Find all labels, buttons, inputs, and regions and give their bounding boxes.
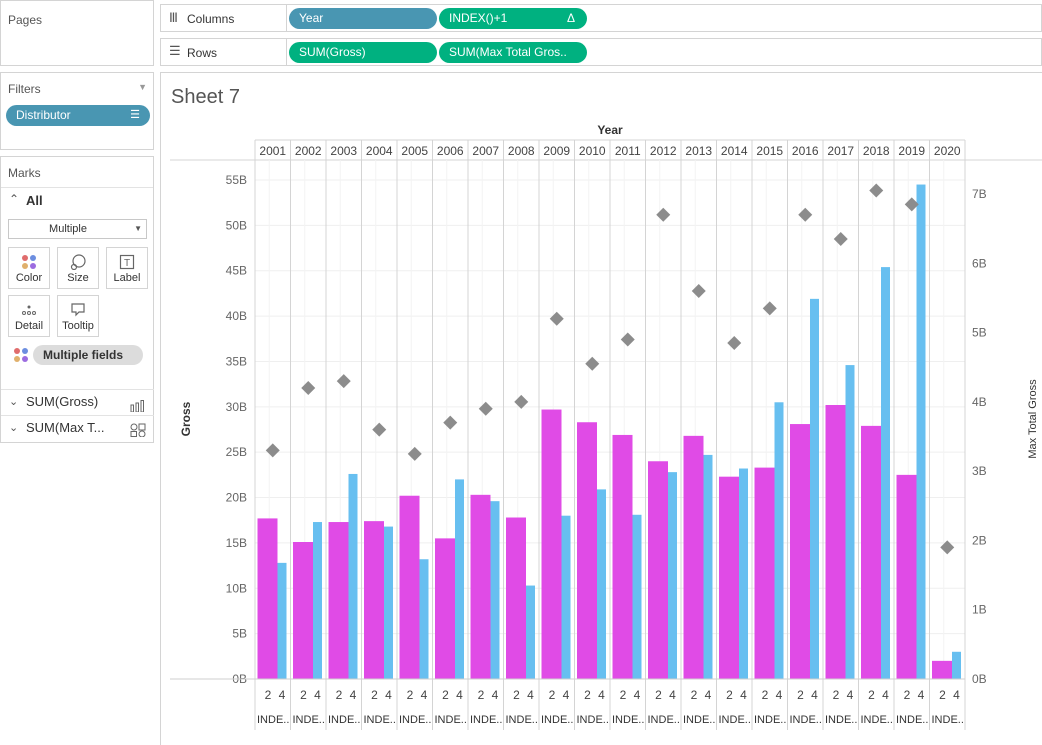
marks-panel: Marks ⌃ All Multiple ▼ Color Size T Labe…	[0, 156, 154, 443]
multiple-fields-color-icon	[13, 347, 29, 368]
expand-caret-icon: ⌄	[9, 396, 19, 408]
multiple-fields-label: Multiple fields	[43, 348, 124, 362]
tooltip-icon	[58, 300, 98, 320]
color-button-label: Color	[15, 272, 43, 284]
sum-gross-marks-label: SUM(Gross)	[26, 394, 99, 409]
detail-button-label: Detail	[14, 320, 44, 332]
expand-caret-icon-2: ⌄	[9, 422, 19, 434]
sum-gross-pill-label: SUM(Gross)	[299, 45, 366, 59]
delta-icon: Δ	[566, 11, 575, 25]
sum-gross-marks-card[interactable]: ⌄ SUM(Gross)	[1, 389, 154, 413]
columns-shelf[interactable]: Ⅲ Columns Year INDEX()+1 Δ	[160, 4, 1042, 32]
index-pill[interactable]: INDEX()+1 Δ	[439, 8, 587, 29]
sum-max-marks-card[interactable]: ⌄ SUM(Max T...	[1, 415, 154, 439]
svg-text:T: T	[124, 258, 130, 269]
chevron-down-icon: ▼	[134, 224, 142, 233]
pages-title: Pages	[8, 13, 43, 27]
color-button[interactable]: Color	[8, 247, 50, 289]
filter-sort-icon: ☰	[130, 109, 140, 121]
sheet-title: Sheet 7	[171, 86, 240, 108]
pages-panel: Pages	[0, 0, 154, 66]
collapse-caret-icon: ⌃	[9, 192, 20, 206]
distributor-filter-pill[interactable]: Distributor ☰	[6, 105, 150, 126]
size-icon	[58, 252, 98, 272]
size-button[interactable]: Size	[57, 247, 99, 289]
label-button[interactable]: T Label	[106, 247, 148, 289]
year-pill[interactable]: Year	[289, 8, 437, 29]
sum-max-gross-pill-label: SUM(Max Total Gros..	[449, 45, 567, 59]
year-pill-label: Year	[299, 11, 324, 25]
shapes-icon	[130, 421, 146, 445]
columns-label: Columns	[187, 12, 235, 26]
filters-panel: Filters ▼ Distributor ☰	[0, 72, 154, 150]
detail-icon	[9, 300, 49, 320]
marks-all-row[interactable]: ⌃ All	[1, 187, 153, 214]
marks-all-label: All	[26, 193, 43, 208]
tooltip-button[interactable]: Tooltip	[57, 295, 99, 337]
rows-icon: ☰	[169, 43, 181, 58]
size-button-label: Size	[67, 272, 89, 284]
sum-max-marks-label: SUM(Max T...	[26, 420, 105, 435]
multiple-fields-pill[interactable]: Multiple fields	[33, 345, 143, 365]
label-icon: T	[107, 252, 147, 272]
columns-icon: Ⅲ	[169, 10, 178, 25]
bar-chart-icon	[130, 396, 146, 420]
detail-button[interactable]: Detail	[8, 295, 50, 337]
rows-shelf[interactable]: ☰ Rows SUM(Gross) SUM(Max Total Gros..	[160, 38, 1042, 66]
tooltip-button-label: Tooltip	[62, 320, 94, 332]
distributor-filter-label: Distributor	[16, 108, 71, 122]
mark-type-value: Multiple	[49, 223, 87, 235]
color-dots-icon	[9, 252, 49, 272]
mark-type-select[interactable]: Multiple ▼	[8, 219, 147, 239]
marks-title: Marks	[8, 166, 41, 180]
rows-label: Rows	[187, 46, 218, 60]
index-pill-label: INDEX()+1	[449, 11, 508, 25]
filters-dropdown-icon[interactable]: ▼	[138, 82, 147, 92]
sum-gross-pill[interactable]: SUM(Gross)	[289, 42, 437, 63]
filters-title: Filters	[8, 82, 41, 96]
sum-max-gross-pill[interactable]: SUM(Max Total Gros..	[439, 42, 587, 63]
multiple-fields-row[interactable]: Multiple fields	[13, 345, 145, 365]
sheet-panel	[160, 72, 1042, 745]
label-button-label: Label	[113, 272, 141, 284]
